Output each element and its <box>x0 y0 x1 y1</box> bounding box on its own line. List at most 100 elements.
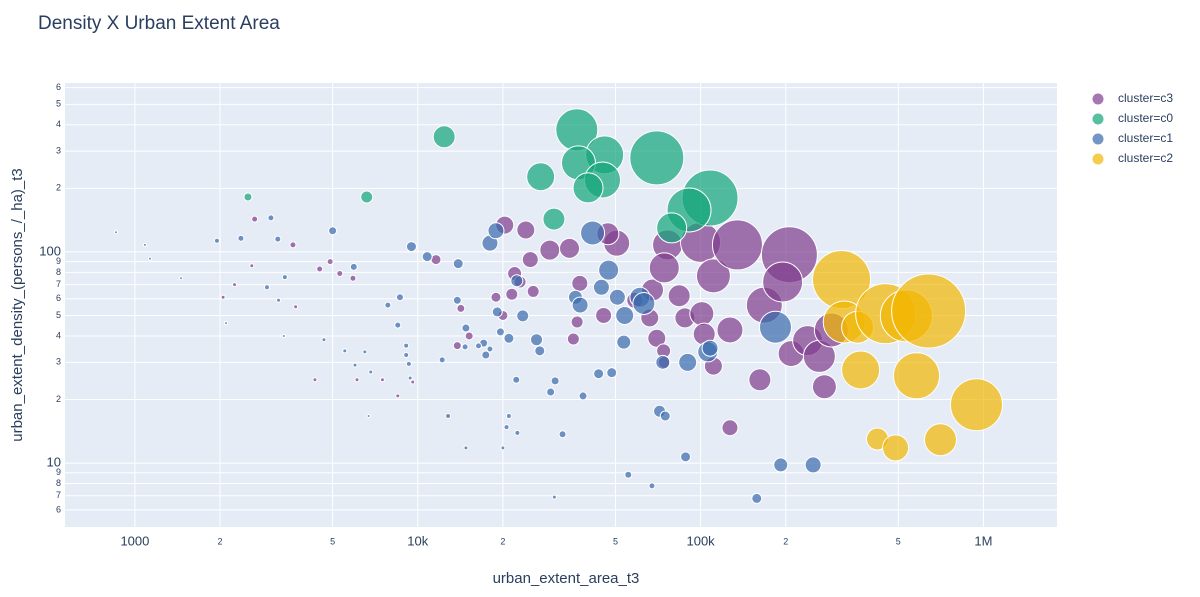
bubble <box>263 284 270 291</box>
bubble <box>655 354 671 370</box>
bubble <box>616 334 632 350</box>
legend-label: cluster=c0 <box>1118 111 1173 125</box>
bubble <box>395 293 404 302</box>
bubble <box>512 375 521 384</box>
bubble <box>804 456 822 474</box>
bubble <box>647 328 667 348</box>
bubble <box>659 410 671 422</box>
bubble <box>949 378 1003 432</box>
bubble <box>629 130 685 186</box>
bubble <box>405 360 412 367</box>
x-tick-label: 5 <box>613 536 618 546</box>
bubble <box>551 494 557 500</box>
bubble <box>405 241 417 253</box>
bubble <box>224 321 229 326</box>
bubble <box>558 430 567 439</box>
bubble <box>352 362 358 368</box>
bubble <box>570 315 584 329</box>
bubble <box>762 261 804 303</box>
legend-marker <box>1091 132 1105 146</box>
bubble <box>503 332 515 344</box>
bubble <box>452 258 464 270</box>
y-tick-label: 9 <box>56 467 61 477</box>
bubble <box>486 345 494 353</box>
bubble <box>924 423 958 457</box>
bubble <box>566 332 580 346</box>
bubble <box>432 125 456 149</box>
bubble <box>891 273 967 349</box>
bubble <box>487 222 505 240</box>
y-tick-label: 7 <box>56 279 61 289</box>
y-tick-label: 100 <box>39 243 61 258</box>
bubble <box>539 239 561 261</box>
bubble <box>491 306 503 318</box>
bubble <box>773 457 789 473</box>
bubble <box>276 297 282 303</box>
bubble <box>559 237 581 259</box>
bubble <box>328 226 338 236</box>
bubble <box>701 339 719 357</box>
bubble <box>407 375 413 381</box>
bubble <box>463 445 469 451</box>
x-tick-label: 1M <box>974 533 992 548</box>
bubble <box>232 282 238 288</box>
y-tick-label: 7 <box>56 490 61 500</box>
x-axis-title: urban_extent_area_t3 <box>493 570 640 587</box>
bubble <box>274 235 282 243</box>
bubble <box>267 214 275 222</box>
bubble <box>220 294 226 300</box>
bubble <box>678 352 698 372</box>
y-tick-label: 4 <box>56 330 61 340</box>
bubble <box>516 220 536 240</box>
bubble <box>516 309 530 323</box>
bubble <box>113 230 118 235</box>
bubble <box>142 242 147 247</box>
bubble <box>656 212 688 244</box>
bubble <box>452 295 462 305</box>
bubble <box>503 424 510 431</box>
y-tick-label: 8 <box>56 267 61 277</box>
bubble <box>368 369 374 375</box>
bubble <box>571 274 589 292</box>
bubble <box>461 323 471 333</box>
bubble <box>695 258 731 294</box>
bubble <box>571 296 589 314</box>
bubble <box>445 413 452 420</box>
bubble <box>243 192 253 202</box>
bubble <box>421 251 433 263</box>
y-tick-label: 5 <box>56 310 61 320</box>
bubble <box>521 251 539 269</box>
bubble <box>410 379 416 385</box>
bubble <box>759 310 793 344</box>
y-tick-label: 5 <box>56 99 61 109</box>
bubble <box>550 376 560 386</box>
bubble <box>578 391 588 401</box>
bubble <box>526 284 540 298</box>
bubble <box>293 304 299 310</box>
bubble <box>495 327 505 337</box>
bubble <box>490 291 502 303</box>
bubble <box>711 219 763 271</box>
x-tick-label: 1000 <box>120 533 149 548</box>
bubble <box>349 262 358 271</box>
bubble <box>595 306 613 324</box>
bubble <box>395 393 401 399</box>
x-tick-label: 2 <box>783 536 788 546</box>
bubble <box>580 220 606 246</box>
marks <box>113 108 1003 504</box>
legend-marker <box>1091 112 1105 126</box>
bubble <box>481 350 491 360</box>
y-tick-label: 9 <box>56 256 61 266</box>
bubble <box>289 241 297 249</box>
bubble <box>360 190 374 204</box>
bubble <box>510 274 524 288</box>
bubble <box>721 419 739 437</box>
bubble <box>748 368 772 392</box>
y-tick-label: 6 <box>56 504 61 514</box>
x-tick-label: 100k <box>686 533 715 548</box>
legend-label: cluster=c2 <box>1118 151 1173 165</box>
bubble <box>624 470 633 479</box>
bubble <box>716 316 744 344</box>
bubble <box>394 321 402 329</box>
y-tick-label: 3 <box>56 146 61 156</box>
